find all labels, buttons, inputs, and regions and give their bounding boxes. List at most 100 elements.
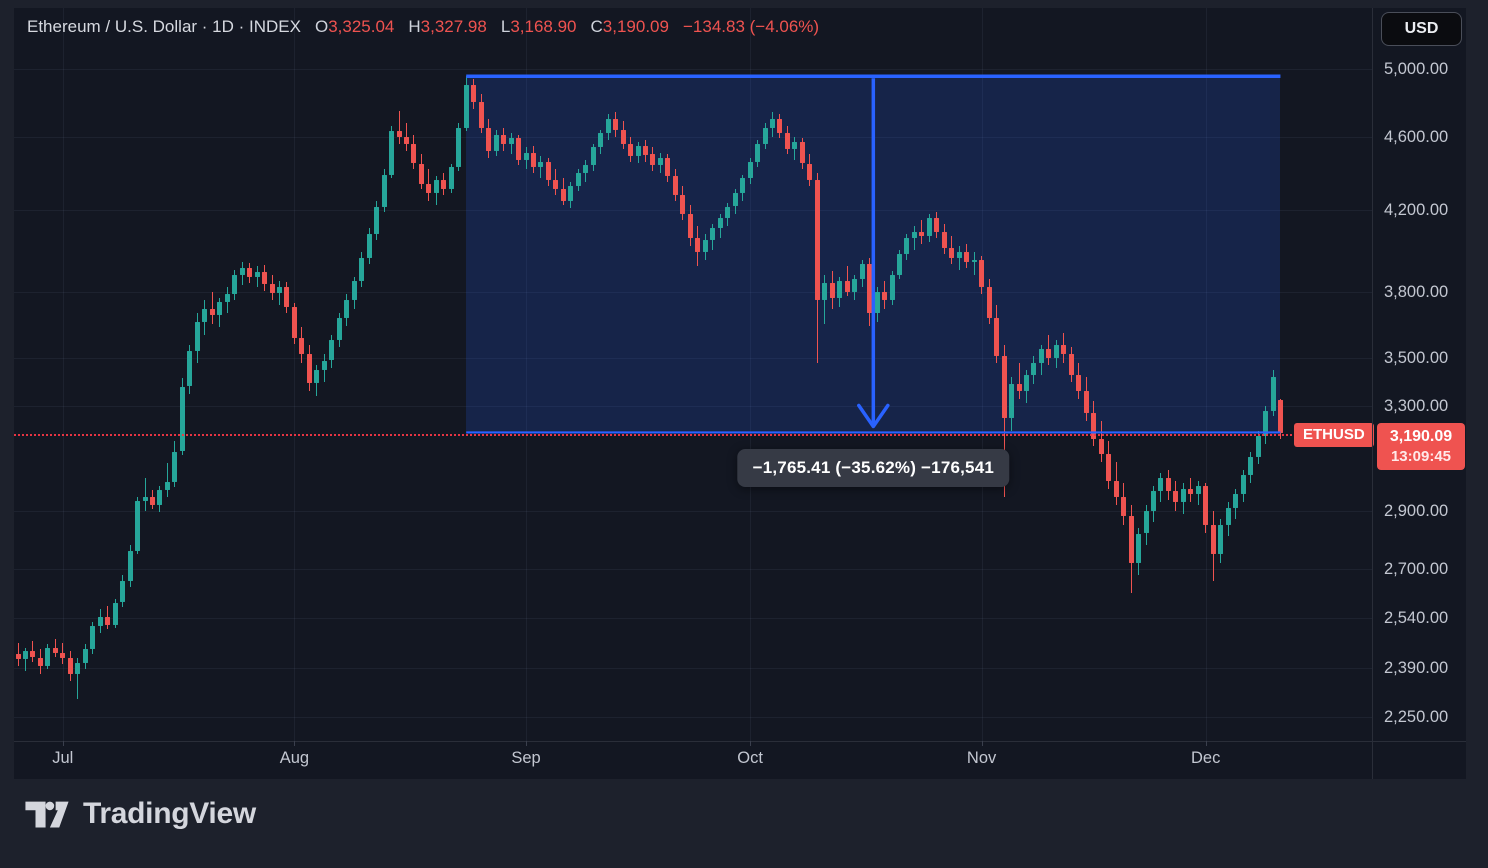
measure-tooltip: −1,765.41 (−35.62%) −176,541 [737, 448, 1010, 487]
candle-wick [211, 291, 213, 325]
candle [725, 206, 731, 219]
candle [1210, 524, 1216, 554]
candle [822, 283, 828, 301]
candle [1016, 384, 1022, 392]
tradingview-wordmark[interactable]: TradingView [83, 797, 256, 830]
candle [202, 308, 208, 322]
candle-wick [398, 110, 400, 144]
candle [1106, 454, 1112, 481]
candle [1031, 362, 1037, 375]
candle [516, 138, 521, 160]
candle-wick [510, 133, 512, 155]
candle [814, 180, 820, 301]
price-tick-label: 2,390.00 [1384, 658, 1449, 677]
candle [179, 386, 185, 452]
legend[interactable]: Ethereum / U.S. Dollar · 1D · INDEX O3,3… [27, 17, 819, 37]
candle [1248, 456, 1253, 476]
candle [672, 176, 678, 196]
candle [1038, 349, 1044, 363]
price-change: −134.83 (−4.06%) [682, 17, 820, 36]
candle [560, 189, 566, 201]
candle [575, 172, 581, 186]
candle [1233, 494, 1239, 508]
last-price-line [14, 434, 1372, 436]
candle [1046, 349, 1052, 359]
candle-wick [144, 477, 146, 511]
candle [471, 85, 477, 103]
candle [598, 133, 604, 148]
candle [1076, 374, 1082, 392]
symbol-price-flag: ETHUSD [1294, 422, 1374, 447]
candle [1277, 399, 1283, 434]
candle [67, 657, 73, 675]
candle [284, 287, 290, 307]
candle-wick [166, 463, 168, 497]
bar-countdown: 13:09:45 [1390, 447, 1452, 465]
month-tick [750, 741, 752, 746]
price-tick-label: 4,200.00 [1384, 201, 1449, 220]
candle [1195, 486, 1201, 495]
candle [418, 163, 424, 184]
candle [568, 185, 574, 201]
candle [523, 152, 529, 160]
candle [1009, 384, 1014, 419]
candle [37, 657, 43, 666]
candle [829, 283, 835, 298]
candle [650, 154, 656, 166]
candle [717, 218, 723, 228]
candle [710, 228, 716, 240]
h-gridline [14, 291, 1372, 293]
candle [740, 178, 746, 194]
symbol-title[interactable]: Ethereum / U.S. Dollar · 1D · INDEX [27, 17, 301, 36]
month-label: Oct [737, 749, 763, 767]
measure-tooltip-text: −1,765.41 (−35.62%) −176,541 [752, 457, 995, 477]
candle [956, 252, 962, 259]
candle [441, 180, 447, 190]
candle [411, 143, 417, 164]
candle [1173, 491, 1179, 503]
currency-usd-button[interactable]: USD [1381, 12, 1462, 46]
candle [351, 281, 357, 301]
candle [904, 237, 910, 254]
candle [105, 616, 111, 625]
candle [493, 134, 499, 151]
candle-wick [1003, 344, 1005, 497]
candle [23, 650, 28, 660]
candle [135, 501, 140, 551]
price-tick-label: 3,300.00 [1384, 397, 1449, 415]
candle [224, 293, 230, 303]
candle [897, 254, 902, 275]
footer: TradingView [24, 797, 256, 831]
candle-wick [25, 647, 26, 671]
candle [1240, 475, 1246, 495]
candle [545, 161, 551, 181]
month-tick [526, 741, 527, 746]
candle [157, 490, 163, 506]
month-label: Dec [1191, 749, 1221, 767]
candle [1203, 486, 1209, 525]
candle [90, 626, 96, 650]
candle [628, 143, 633, 157]
candle [426, 183, 432, 194]
candle [321, 360, 327, 370]
candle [306, 353, 312, 383]
ohlc-open: O3,325.04 [314, 17, 395, 36]
h-gridline [14, 568, 1372, 570]
candle [127, 550, 133, 581]
candle [934, 218, 940, 232]
candle [792, 141, 798, 149]
measure-box[interactable] [466, 76, 1281, 434]
candle [463, 85, 469, 128]
last-price-value: 3,190.09 [1389, 427, 1453, 445]
candle [164, 481, 170, 490]
candle [1188, 488, 1194, 495]
candle [291, 306, 297, 338]
tradingview-logo-icon[interactable] [24, 800, 70, 829]
candle [82, 649, 88, 663]
h-gridline [14, 510, 1372, 512]
month-tick [62, 741, 64, 746]
candle [276, 287, 282, 293]
price-tick-label: 3,800.00 [1384, 282, 1449, 301]
ohlc-low: L3,168.90 [500, 17, 577, 36]
